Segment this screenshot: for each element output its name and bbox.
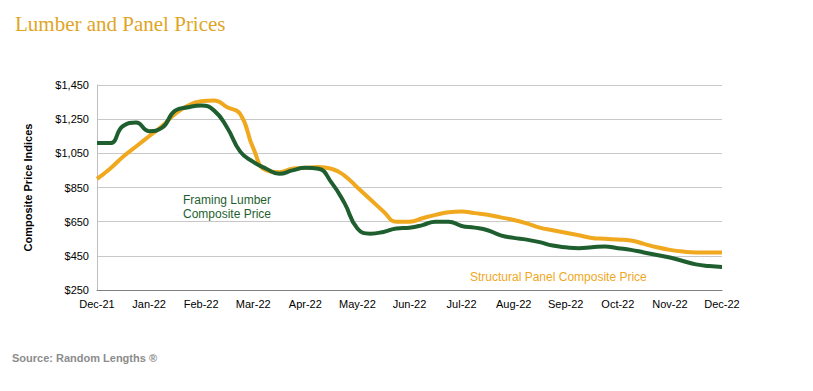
svg-text:$450: $450 <box>65 250 89 262</box>
svg-text:Jul-22: Jul-22 <box>447 298 477 310</box>
svg-text:Composite Price Indices: Composite Price Indices <box>22 124 34 252</box>
svg-text:Composite Price: Composite Price <box>183 207 271 221</box>
svg-text:Source: Random Lengths ®: Source: Random Lengths ® <box>12 352 157 364</box>
svg-text:Dec-22: Dec-22 <box>704 298 739 310</box>
svg-text:Mar-22: Mar-22 <box>236 298 271 310</box>
svg-text:Dec-21: Dec-21 <box>79 298 114 310</box>
svg-text:Sep-22: Sep-22 <box>548 298 583 310</box>
svg-text:$1,250: $1,250 <box>55 113 89 125</box>
svg-text:Framing Lumber: Framing Lumber <box>183 193 274 207</box>
svg-text:Nov-22: Nov-22 <box>652 298 687 310</box>
svg-text:$250: $250 <box>65 284 89 296</box>
svg-text:$1,450: $1,450 <box>55 79 89 91</box>
svg-text:Lumber and Panel Prices: Lumber and Panel Prices <box>15 12 226 36</box>
svg-text:Oct-22: Oct-22 <box>601 298 634 310</box>
svg-text:Apr-22: Apr-22 <box>289 298 322 310</box>
svg-text:$1,050: $1,050 <box>55 147 89 159</box>
svg-text:$650: $650 <box>65 216 89 228</box>
svg-text:Jan-22: Jan-22 <box>132 298 166 310</box>
svg-text:Feb-22: Feb-22 <box>184 298 219 310</box>
svg-text:Jun-22: Jun-22 <box>393 298 427 310</box>
svg-text:Aug-22: Aug-22 <box>496 298 531 310</box>
svg-text:Structural Panel Composite Pri: Structural Panel Composite Price <box>470 270 647 284</box>
svg-text:$850: $850 <box>65 182 89 194</box>
svg-text:May-22: May-22 <box>339 298 376 310</box>
